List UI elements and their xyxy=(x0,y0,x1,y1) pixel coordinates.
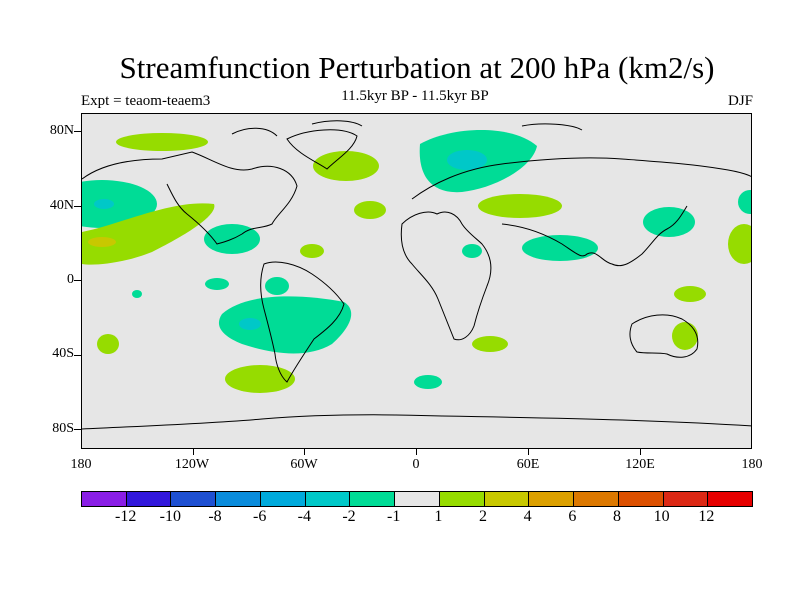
region-pos-core-pacific xyxy=(88,237,116,247)
colorbar xyxy=(81,491,753,507)
region-neg-south-america-north xyxy=(265,277,289,295)
region-pos-central-asia xyxy=(478,194,562,218)
coast-south-america xyxy=(260,261,345,383)
map-plot-area xyxy=(81,113,752,449)
region-pos-south-atlantic xyxy=(472,336,508,352)
region-neg-east-pacific-small xyxy=(205,278,229,290)
lon-tick xyxy=(304,449,305,455)
region-neg-africa xyxy=(462,244,482,258)
lon-label-180-west: 180 xyxy=(70,457,92,472)
region-neg-arabia-india xyxy=(522,235,598,261)
lon-tick xyxy=(416,449,417,455)
map-canvas xyxy=(82,120,751,430)
lat-tick xyxy=(74,429,81,430)
region-pos-west-pacific-east xyxy=(728,224,751,264)
lat-tick xyxy=(74,206,81,207)
coast-greenland xyxy=(286,129,358,170)
lon-label-120w: 120W xyxy=(174,457,210,472)
lat-label-40n: 40N xyxy=(49,198,74,213)
colorbar-swatch xyxy=(171,492,217,506)
colorbar-swatch xyxy=(305,492,351,506)
colorbar-label: 8 xyxy=(613,508,621,525)
colorbar-label: 1 xyxy=(434,508,443,525)
region-pos-north-atlantic xyxy=(354,201,386,219)
colorbar-label: 10 xyxy=(653,508,670,525)
region-neg-core-eurasia xyxy=(447,150,487,170)
season-label: DJF xyxy=(727,93,753,109)
coast-eurasia xyxy=(411,157,751,200)
colorbar-label: 2 xyxy=(479,508,487,525)
colorbar-label: -6 xyxy=(252,508,267,525)
lat-tick xyxy=(74,131,81,132)
coast-north-america xyxy=(82,151,298,245)
colorbar-swatch xyxy=(126,492,172,506)
colorbar-swatch xyxy=(663,492,709,506)
coast-europe-africa xyxy=(400,211,492,341)
colorbar-label: -12 xyxy=(114,508,137,525)
lat-tick xyxy=(74,355,81,356)
region-pos-southern-ocean xyxy=(225,365,295,393)
colorbar-swatch xyxy=(529,492,575,506)
lon-tick xyxy=(528,449,529,455)
colorbar-swatch xyxy=(574,492,619,506)
colorbar-swatch xyxy=(439,492,485,506)
lon-label-60w: 60W xyxy=(290,457,318,472)
contour-regions xyxy=(82,130,751,393)
lat-label-80n: 80N xyxy=(49,123,74,138)
map-subtitle: 11.5kyr BP - 11.5kyr BP xyxy=(341,88,489,104)
lon-label-120e: 120E xyxy=(625,457,655,472)
region-neg-south-pacific xyxy=(218,296,352,354)
colorbar-label: -8 xyxy=(208,508,222,525)
colorbar-label: 4 xyxy=(523,508,532,525)
lon-label-180-east: 180 xyxy=(741,457,763,472)
lat-tick xyxy=(74,280,81,281)
colorbar-swatch xyxy=(216,492,261,506)
region-pos-arctic-canada xyxy=(116,133,208,151)
colorbar-swatch xyxy=(618,492,664,506)
experiment-label: Expt = teaom-teaem3 xyxy=(81,93,211,109)
region-pos-indonesia xyxy=(674,286,706,302)
colorbar-label: -1 xyxy=(386,508,401,525)
region-neg-west-pacific xyxy=(738,190,751,214)
region-pos-tropical-atlantic xyxy=(300,244,324,258)
region-neg-central-pacific-small xyxy=(132,290,142,298)
colorbar-label: 12 xyxy=(698,508,715,525)
colorbar-label: -10 xyxy=(159,508,181,525)
region-pos-australia xyxy=(672,322,698,350)
colorbar-swatch xyxy=(484,492,530,506)
lon-tick xyxy=(193,449,194,455)
colorbar-swatch xyxy=(395,492,440,506)
region-neg-core-south-pacific xyxy=(239,318,261,330)
colorbar-swatch xyxy=(82,492,127,506)
region-neg-east-asia xyxy=(643,207,695,237)
lat-label-0: 0 xyxy=(67,272,74,287)
lat-label-80s: 80S xyxy=(52,421,74,436)
colorbar-swatch xyxy=(350,492,396,506)
coast-australia xyxy=(629,314,699,358)
lon-tick xyxy=(640,449,641,455)
lon-label-0: 0 xyxy=(412,457,420,472)
region-neg-core-north-pacific xyxy=(94,199,114,209)
region-neg-southern-indian xyxy=(414,375,442,389)
region-pos-greenland-sea xyxy=(313,151,379,181)
lat-label-40s: 40S xyxy=(52,346,74,361)
colorbar-swatch xyxy=(260,492,306,506)
colorbar-swatch xyxy=(708,492,753,506)
colorbar-label: 6 xyxy=(568,508,577,525)
coast-asia-south xyxy=(501,205,688,267)
map-title: Streamfunction Perturbation at 200 hPa (… xyxy=(119,50,715,85)
coast-antarctica xyxy=(82,414,751,430)
colorbar-label: -2 xyxy=(342,508,356,525)
coast-arctic-islands xyxy=(231,120,583,137)
colorbar-label: -4 xyxy=(297,508,311,525)
coastlines xyxy=(82,120,751,430)
region-pos-south-pacific-west xyxy=(97,334,119,354)
lon-label-60e: 60E xyxy=(516,457,540,472)
region-pos-pacific-band xyxy=(82,203,215,265)
